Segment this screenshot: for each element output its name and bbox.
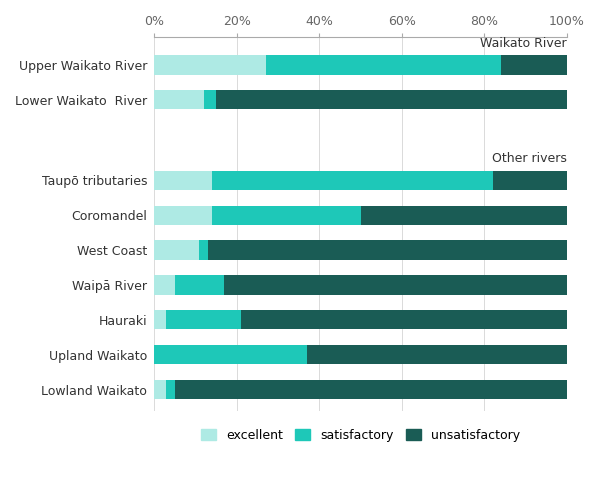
Bar — [154, 55, 266, 74]
Bar — [154, 171, 212, 190]
Bar — [307, 345, 567, 364]
Bar — [154, 90, 203, 109]
Bar — [154, 276, 175, 295]
Bar — [501, 55, 567, 74]
Bar — [154, 345, 307, 364]
Bar — [154, 310, 166, 330]
Bar — [154, 241, 199, 260]
Bar — [175, 276, 224, 295]
Bar — [154, 380, 166, 399]
Bar — [216, 90, 567, 109]
Bar — [361, 206, 567, 225]
Bar — [166, 310, 241, 330]
Bar — [212, 206, 361, 225]
Legend: excellent, satisfactory, unsatisfactory: excellent, satisfactory, unsatisfactory — [201, 429, 520, 442]
Bar — [493, 171, 567, 190]
Bar — [208, 241, 567, 260]
Bar — [154, 206, 212, 225]
Bar — [266, 55, 501, 74]
Bar — [212, 171, 493, 190]
Bar — [199, 241, 208, 260]
Text: Waikato River: Waikato River — [481, 37, 567, 50]
Bar — [241, 310, 567, 330]
Text: Other rivers: Other rivers — [492, 152, 567, 165]
Bar — [224, 276, 567, 295]
Bar — [203, 90, 216, 109]
Bar — [166, 380, 175, 399]
Bar — [175, 380, 567, 399]
